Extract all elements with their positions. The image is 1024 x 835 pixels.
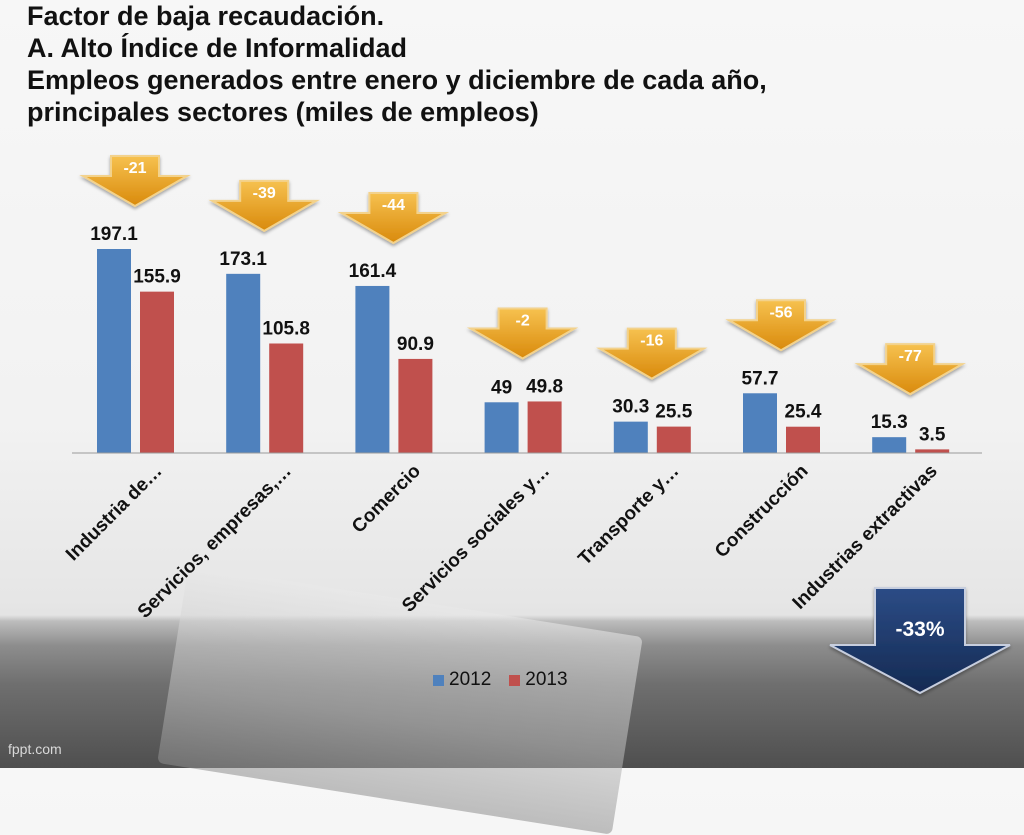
legend-label-2013: 2013	[525, 669, 568, 690]
data-label-2013-7: 3.5	[919, 424, 946, 445]
down-arrow-icon	[466, 307, 579, 360]
change-label-6: -56	[769, 304, 792, 321]
data-label-2012-3: 161.4	[349, 261, 397, 282]
down-arrow-icon	[854, 343, 966, 396]
down-arrow-icon	[337, 191, 450, 245]
bar-2012-5	[613, 421, 648, 453]
data-label-2013-5: 25.5	[655, 402, 692, 423]
bar-2013-5	[656, 426, 691, 453]
down-arrow-icon	[829, 587, 1011, 695]
data-label-2012-2: 173.1	[219, 249, 267, 270]
change-label-2: -39	[253, 185, 276, 202]
data-label-2013-2: 105.8	[262, 318, 310, 339]
bar-2013-6	[786, 426, 820, 453]
data-label-2012-5: 30.3	[612, 397, 649, 418]
legend-label-2012: 2012	[449, 669, 492, 690]
down-arrow-icon	[725, 299, 837, 352]
bar-2013-2	[269, 343, 304, 453]
bar-2013-3	[398, 358, 433, 453]
total-change-label: -33%	[895, 618, 944, 641]
bar-2013-1	[140, 291, 174, 453]
bar-2013-4	[527, 401, 562, 453]
data-label-2012-1: 197.1	[90, 224, 138, 245]
total-change-arrow: -33%	[829, 587, 1011, 695]
bar-2012-2	[226, 273, 261, 453]
change-arrow-3: -44	[337, 191, 450, 245]
data-label-2013-6: 25.4	[785, 402, 822, 423]
title-line-2: A. Alto Índice de Informalidad	[27, 33, 408, 63]
bar-2013-7	[915, 449, 950, 453]
change-label-7: -77	[899, 348, 922, 365]
category-label-5: Transporte y…	[574, 461, 683, 570]
down-arrow-icon	[208, 179, 320, 232]
bar-2012-6	[743, 393, 777, 453]
bar-2012-7	[872, 437, 907, 453]
watermark: fppt.com	[8, 741, 62, 757]
change-arrow-6: -56	[725, 299, 837, 352]
data-label-2013-3: 90.9	[397, 334, 434, 355]
data-label-2012-4: 49	[491, 377, 512, 398]
change-arrow-2: -39	[208, 179, 320, 232]
title-line-4: principales sectores (miles de empleos)	[27, 97, 539, 127]
change-arrow-7: -77	[854, 343, 966, 396]
down-arrow-icon	[596, 327, 708, 380]
bar-2012-3	[355, 285, 390, 453]
change-label-5: -16	[640, 333, 663, 350]
category-label-6: Construcción	[711, 461, 812, 562]
title-line-3: Empleos generados entre enero y diciembr…	[27, 65, 767, 95]
title-line-1: Factor de baja recaudación.	[27, 1, 385, 31]
legend-swatch-2013	[509, 674, 521, 686]
bar-chart: -21 -39 -44 -2 -16 -56 -77 197.1 155.9 173.1 105.…	[62, 155, 1011, 695]
category-label-1: Industria de…	[62, 461, 166, 565]
category-label-3: Comercio	[348, 461, 425, 538]
change-arrow-5: -16	[596, 327, 708, 380]
bar-2012-1	[97, 249, 131, 453]
legend: 2012 2013	[433, 669, 568, 691]
category-label-2: Servicios, empresas,…	[134, 461, 296, 623]
page-title: Factor de baja recaudación. A. Alto Índi…	[27, 0, 907, 128]
change-arrow-4: -2	[466, 307, 579, 360]
legend-item-2012: 2012	[433, 669, 491, 691]
down-arrow-icon	[79, 155, 191, 208]
legend-swatch-2012	[433, 674, 444, 686]
bar-2012-4	[484, 402, 519, 453]
data-label-2013-1: 155.9	[133, 267, 181, 288]
change-label-4: -2	[515, 312, 529, 329]
change-arrow-1: -21	[79, 155, 191, 208]
data-label-2012-7: 15.3	[871, 412, 908, 433]
change-label-1: -21	[123, 160, 146, 177]
data-label-2013-4: 49.8	[526, 376, 563, 397]
category-label-4: Servicios sociales y…	[398, 461, 554, 617]
data-label-2012-6: 57.7	[742, 368, 779, 389]
change-label-3: -44	[382, 197, 405, 214]
legend-item-2013: 2013	[509, 669, 568, 691]
